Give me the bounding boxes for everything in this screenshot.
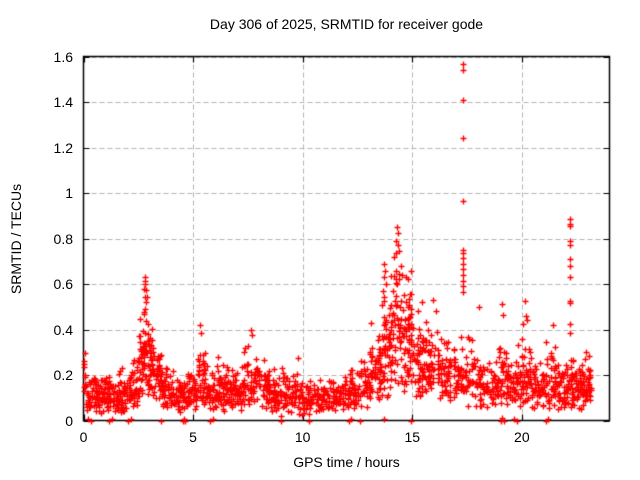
x-axis-label: GPS time / hours	[293, 454, 400, 470]
y-tick-label: 1.6	[53, 48, 73, 65]
y-tick-label: 0.2	[53, 367, 73, 383]
y-tick-label: 1.4	[53, 94, 73, 110]
y-tick-label: 1	[65, 185, 73, 201]
x-tick-label: 15	[404, 429, 421, 445]
x-tick-label: 10	[294, 429, 311, 445]
y-tick-label: 0.8	[53, 230, 73, 247]
y-tick-label: 0	[65, 412, 73, 429]
y-tick-label: 0.6	[53, 276, 73, 292]
chart-title: Day 306 of 2025, SRMTID for receiver god…	[209, 16, 484, 32]
y-tick-label: 1.2	[53, 139, 73, 156]
x-tick-label: 0	[79, 429, 88, 445]
x-tick-label: 5	[189, 429, 197, 445]
x-tick-label: 20	[514, 429, 530, 445]
y-tick-label: 0.4	[53, 321, 73, 338]
